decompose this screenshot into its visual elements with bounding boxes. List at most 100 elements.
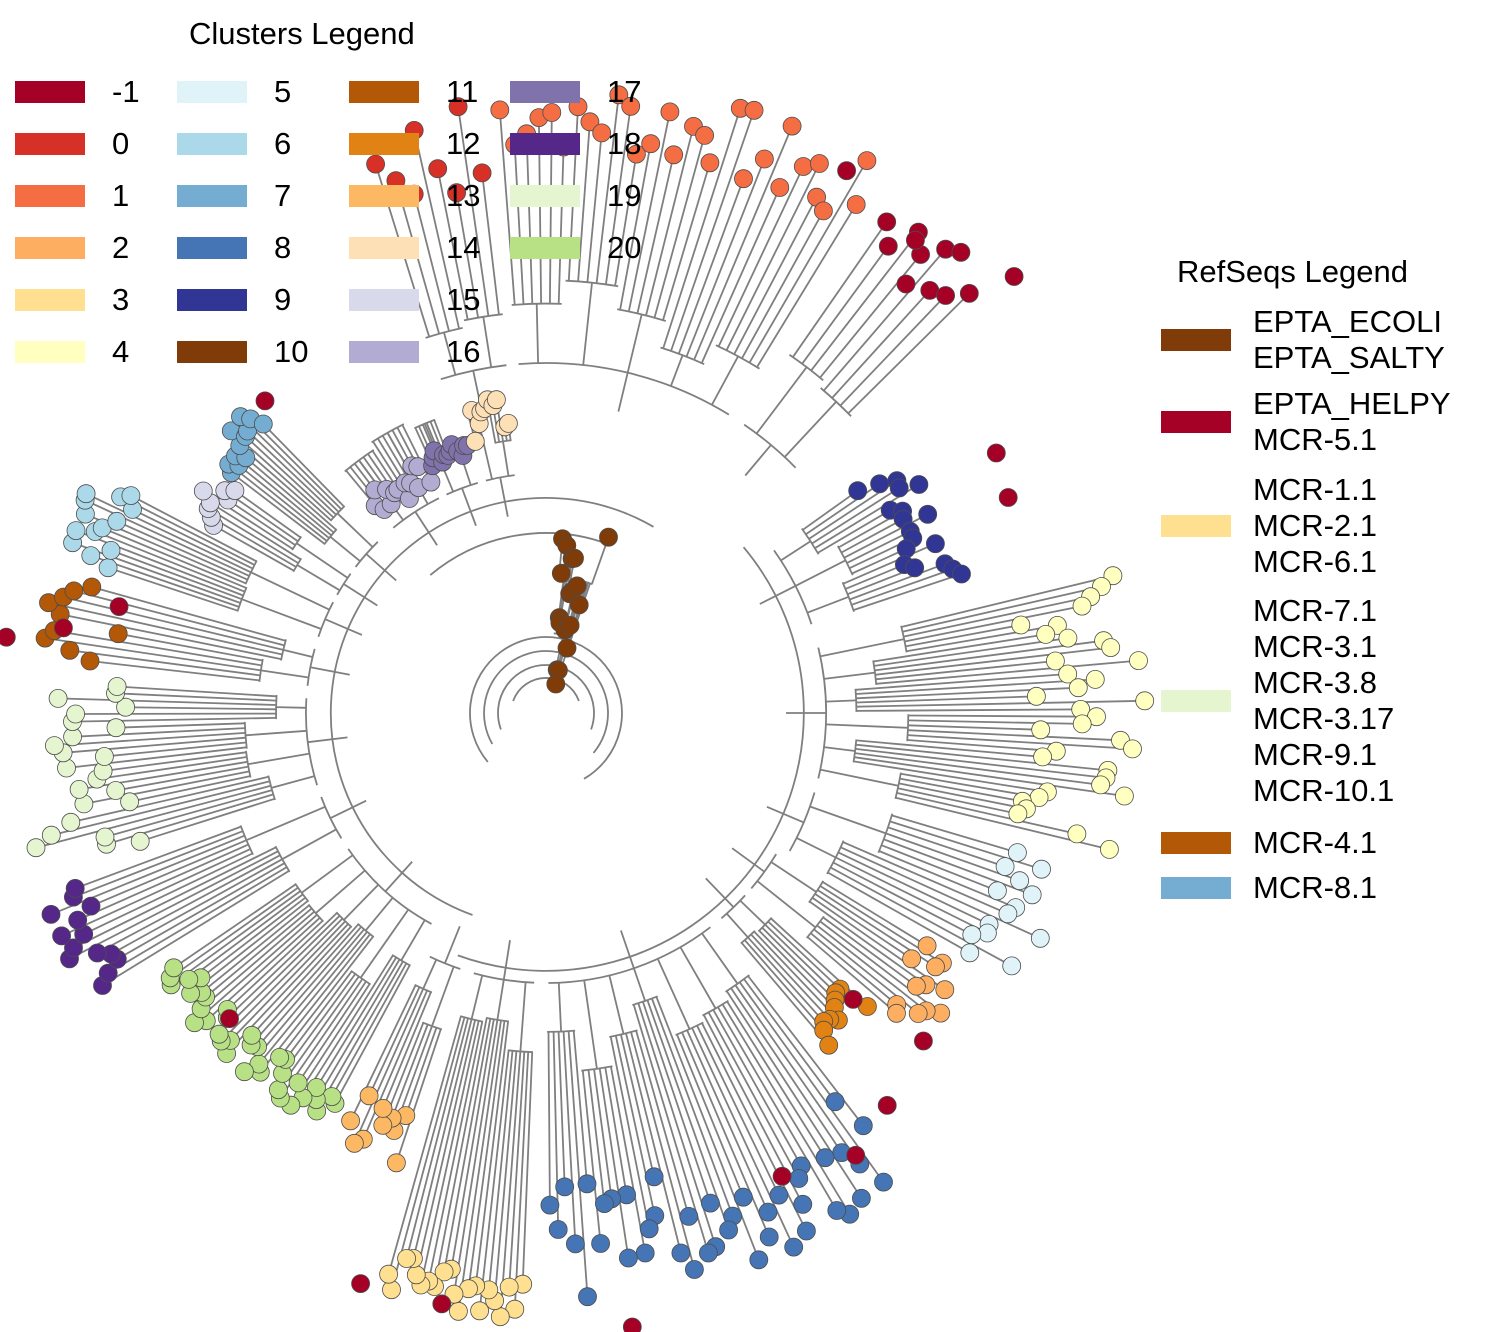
leaf-branch xyxy=(521,1052,534,1285)
leaf-branch xyxy=(841,518,904,554)
leaf-cluster-6 xyxy=(76,484,96,504)
subclade-arc xyxy=(565,279,619,288)
cluster-swatch--1 xyxy=(15,81,85,103)
leaf-branch xyxy=(420,1020,480,1286)
leaf-cluster-4 xyxy=(1027,686,1046,706)
clade-arc xyxy=(320,796,343,839)
leaf-branch xyxy=(234,489,302,539)
leaf-branch xyxy=(54,732,246,747)
leaf-cluster-1 xyxy=(744,100,764,120)
refseq-label-mcr-5.1: MCR-5.1 xyxy=(1253,422,1378,457)
leaf-cluster-8 xyxy=(852,1188,871,1208)
leaf-branch xyxy=(297,980,367,1084)
leaf-branch xyxy=(73,590,285,647)
leaf-cluster-8 xyxy=(758,1202,778,1222)
cluster-label-8: 8 xyxy=(274,230,292,265)
subclade-stem xyxy=(343,884,379,921)
leaf-branch xyxy=(552,1031,560,1230)
cluster-swatch-6 xyxy=(177,133,247,155)
subclade-arc xyxy=(425,327,463,339)
subclade-stem xyxy=(796,837,837,859)
leaf-branch xyxy=(587,1069,606,1204)
cluster-swatch-1 xyxy=(15,185,85,207)
subclade-stem xyxy=(359,909,410,979)
leaf-cluster-4 xyxy=(1085,670,1105,689)
leaf-cluster-19 xyxy=(120,792,140,812)
subclade-stem xyxy=(583,980,598,1069)
leaf-cluster-14 xyxy=(498,413,518,433)
leaf-cluster-6 xyxy=(81,546,101,565)
leaf-branch xyxy=(315,957,397,1088)
leaf-cluster-11 xyxy=(64,581,84,601)
leaf-cluster-19 xyxy=(130,831,150,851)
leaf-branch xyxy=(74,825,242,890)
subclade-arc xyxy=(894,772,902,800)
leaf-branch xyxy=(362,990,428,1140)
leaf-cluster-1 xyxy=(664,145,684,165)
clade-arc xyxy=(773,549,813,625)
clade-arc xyxy=(336,573,352,596)
leaf-cluster-4 xyxy=(1008,804,1028,824)
leaf-branch xyxy=(89,660,260,682)
leaf-branch xyxy=(753,930,840,1021)
leaf-branch xyxy=(125,706,277,711)
leaf-branch xyxy=(104,741,247,758)
subclade-stem xyxy=(496,979,505,1021)
leaf-branch xyxy=(761,927,836,1001)
leaf-cluster-20 xyxy=(270,1048,290,1067)
leaf-cluster-4 xyxy=(1031,720,1051,740)
leaf-branch xyxy=(823,248,947,392)
leaf-cluster-8 xyxy=(827,1201,847,1220)
leaf-cluster-4 xyxy=(1068,678,1088,698)
leaf-cluster-2 xyxy=(908,1004,928,1023)
leaf-branch xyxy=(443,1018,492,1273)
leaf-branch xyxy=(846,530,911,564)
leaf-cluster-1 xyxy=(592,123,612,143)
leaf-branch xyxy=(906,624,1058,653)
leaf-branch xyxy=(662,162,711,321)
leaf-refseq xyxy=(843,990,863,1009)
leaf-refseq xyxy=(255,391,275,411)
leaf-branch xyxy=(401,424,432,483)
leaf-branch xyxy=(842,542,936,585)
leaf-branch xyxy=(670,110,755,352)
cluster-label-13: 13 xyxy=(446,178,481,213)
subclade-stem xyxy=(315,869,366,914)
leaf-branch xyxy=(696,1025,780,1196)
refseq-label-epta_ecoli: EPTA_ECOLI xyxy=(1253,304,1442,339)
leaf-cluster-13 xyxy=(359,1086,379,1106)
leaf-cluster--1 xyxy=(877,212,897,232)
leaf-branch xyxy=(693,125,793,361)
inner-arc xyxy=(469,636,623,780)
subclade-stem xyxy=(582,282,593,366)
leaf-cluster--1 xyxy=(936,286,955,305)
leaf-cluster-8 xyxy=(639,1219,659,1239)
cluster-swatch-19 xyxy=(510,185,580,207)
leaf-branch xyxy=(110,858,283,955)
subclade-arc xyxy=(854,688,858,712)
leaf-cluster-8 xyxy=(540,1195,560,1215)
leaf-branch xyxy=(229,920,346,1042)
leaf-branch xyxy=(605,106,632,285)
leaf-cluster-8 xyxy=(619,1248,638,1268)
leaf-cluster-1 xyxy=(627,144,646,164)
leaf-branch xyxy=(51,780,270,837)
leaf-branch xyxy=(747,936,825,1023)
leaf-branch xyxy=(118,632,263,662)
cluster-label-1: 1 xyxy=(112,178,130,213)
refseq-swatch-5 xyxy=(1161,877,1231,899)
leaf-branch xyxy=(810,932,898,1006)
leaf-refseq xyxy=(622,1317,642,1332)
leaf-cluster-0 xyxy=(448,97,468,117)
leaf-cluster-10 xyxy=(551,563,571,583)
leaf-branch xyxy=(70,775,269,824)
leaf-branch xyxy=(822,916,917,987)
leaf-cluster-1 xyxy=(810,154,829,173)
leaf-cluster-8 xyxy=(699,1243,718,1263)
leaf-branch xyxy=(854,756,1125,797)
leaf-branch xyxy=(855,748,1107,779)
leaf-branch xyxy=(908,719,1083,725)
leaf-cluster-3 xyxy=(499,1277,519,1297)
leaf-branch xyxy=(277,975,360,1091)
leaf-cluster--1 xyxy=(959,283,979,303)
